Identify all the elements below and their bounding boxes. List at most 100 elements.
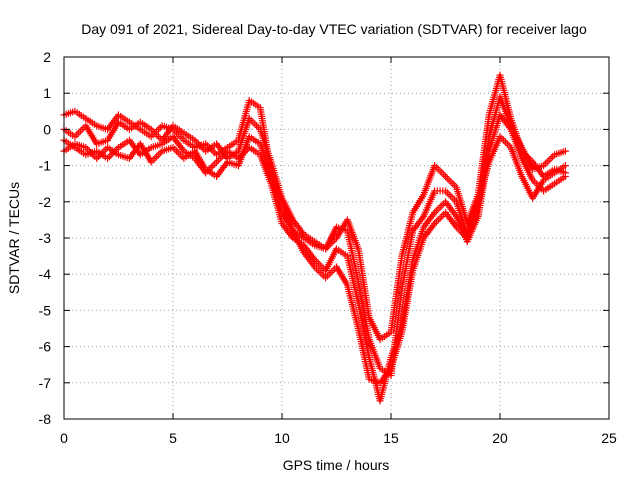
data-point-run bbox=[182, 138, 197, 150]
y-axis: 2 1 0 -1 -2 -3 -4 -5 -6 -7 -8 bbox=[39, 49, 609, 427]
data-point-run bbox=[62, 108, 77, 118]
data-point-run bbox=[139, 127, 153, 139]
data-point-run bbox=[226, 159, 240, 169]
data-point-run bbox=[235, 99, 253, 142]
x-axis-title: GPS time / hours bbox=[283, 457, 390, 473]
data-point-run bbox=[171, 127, 186, 142]
data-point-run bbox=[257, 128, 274, 164]
data-point-run bbox=[279, 196, 296, 222]
data-point-run bbox=[410, 214, 426, 233]
data-point-run bbox=[410, 193, 426, 215]
data-point-run bbox=[248, 134, 262, 146]
data-point-run bbox=[398, 229, 416, 290]
data-point-run bbox=[95, 145, 110, 161]
x-tick-label: 20 bbox=[492, 430, 508, 446]
data-point-run bbox=[268, 175, 285, 214]
data-point-run bbox=[443, 211, 459, 229]
data-point-run bbox=[398, 211, 416, 258]
data-point-run bbox=[519, 156, 536, 182]
x-tick-label: 0 bbox=[60, 430, 68, 446]
data-point-run bbox=[204, 141, 218, 154]
data-point-run bbox=[432, 163, 448, 179]
data-point-run bbox=[323, 247, 339, 273]
data-point-run bbox=[443, 200, 459, 218]
data-point-run bbox=[344, 218, 361, 251]
data-point-run bbox=[421, 164, 438, 196]
data-point-run bbox=[497, 95, 514, 128]
data-point bbox=[561, 172, 569, 180]
data-point-run bbox=[378, 330, 393, 342]
data-point-run bbox=[73, 141, 88, 151]
data-point-run bbox=[279, 221, 295, 240]
data-point-run bbox=[235, 135, 252, 167]
data-point-run bbox=[508, 124, 525, 149]
data-point-run bbox=[542, 181, 556, 193]
data-point-run bbox=[83, 124, 99, 146]
series-track-4 bbox=[60, 133, 569, 387]
data-point-run bbox=[464, 200, 482, 240]
data-point-run bbox=[355, 247, 373, 319]
data-point-run bbox=[355, 301, 373, 359]
x-tick-label: 10 bbox=[274, 430, 290, 446]
data-point-run bbox=[355, 327, 373, 381]
data-point-run bbox=[105, 113, 121, 132]
data-point-run bbox=[171, 123, 186, 136]
data-point-run bbox=[290, 218, 306, 237]
data-point-run bbox=[160, 124, 176, 142]
data-point-run bbox=[160, 134, 175, 146]
data-point-run bbox=[84, 116, 98, 128]
data-point-run bbox=[344, 283, 362, 330]
data-point-run bbox=[313, 265, 328, 280]
data-point-run bbox=[106, 145, 120, 157]
plot-area bbox=[60, 71, 569, 405]
data-point-run bbox=[542, 167, 556, 179]
data-point-run bbox=[257, 142, 274, 178]
data-point-run bbox=[214, 160, 230, 179]
y-tick-label: -4 bbox=[39, 266, 52, 282]
data-point-run bbox=[541, 153, 557, 168]
data-point-run bbox=[443, 189, 459, 204]
data-point-run bbox=[84, 145, 99, 161]
data-point-run bbox=[302, 232, 316, 244]
data-point-run bbox=[530, 178, 546, 200]
data-point-run bbox=[73, 145, 88, 157]
data-point-run bbox=[323, 225, 339, 251]
data-point-run bbox=[247, 116, 262, 132]
data-point-run bbox=[268, 160, 285, 200]
data-point-run bbox=[226, 138, 240, 150]
data-point-run bbox=[553, 163, 567, 175]
data-point-run bbox=[519, 146, 536, 171]
data-point bbox=[561, 162, 569, 170]
data-point-run bbox=[531, 162, 545, 172]
data-point-run bbox=[117, 152, 131, 162]
data-point-run bbox=[542, 170, 556, 183]
data-point-run bbox=[421, 221, 437, 240]
data-point-run bbox=[192, 149, 208, 171]
x-axis: 0 5 10 15 20 25 bbox=[60, 57, 617, 446]
data-point-run bbox=[73, 109, 88, 121]
data-point-run bbox=[248, 145, 262, 157]
data-point-run bbox=[117, 138, 131, 150]
y-tick-label: -5 bbox=[39, 302, 52, 318]
data-point-run bbox=[301, 250, 317, 269]
data-point bbox=[561, 147, 569, 155]
data-point-run bbox=[279, 211, 296, 233]
data-point-run bbox=[182, 131, 197, 143]
data-point-run bbox=[193, 138, 208, 153]
data-point-run bbox=[421, 211, 437, 229]
data-point-run bbox=[410, 225, 427, 261]
data-point-run bbox=[378, 366, 394, 385]
data-point-run bbox=[149, 141, 164, 151]
data-point-run bbox=[443, 174, 459, 189]
data-point-run bbox=[290, 229, 307, 254]
data-point-run bbox=[553, 174, 567, 186]
data-point-run bbox=[498, 134, 513, 150]
data-point-run bbox=[366, 337, 383, 370]
data-point-run bbox=[204, 167, 218, 179]
data-point-run bbox=[433, 187, 447, 195]
y-axis-title: SDTVAR / TECUs bbox=[6, 182, 22, 294]
x-tick-label: 15 bbox=[383, 430, 399, 446]
y-tick-label: 2 bbox=[43, 49, 51, 65]
